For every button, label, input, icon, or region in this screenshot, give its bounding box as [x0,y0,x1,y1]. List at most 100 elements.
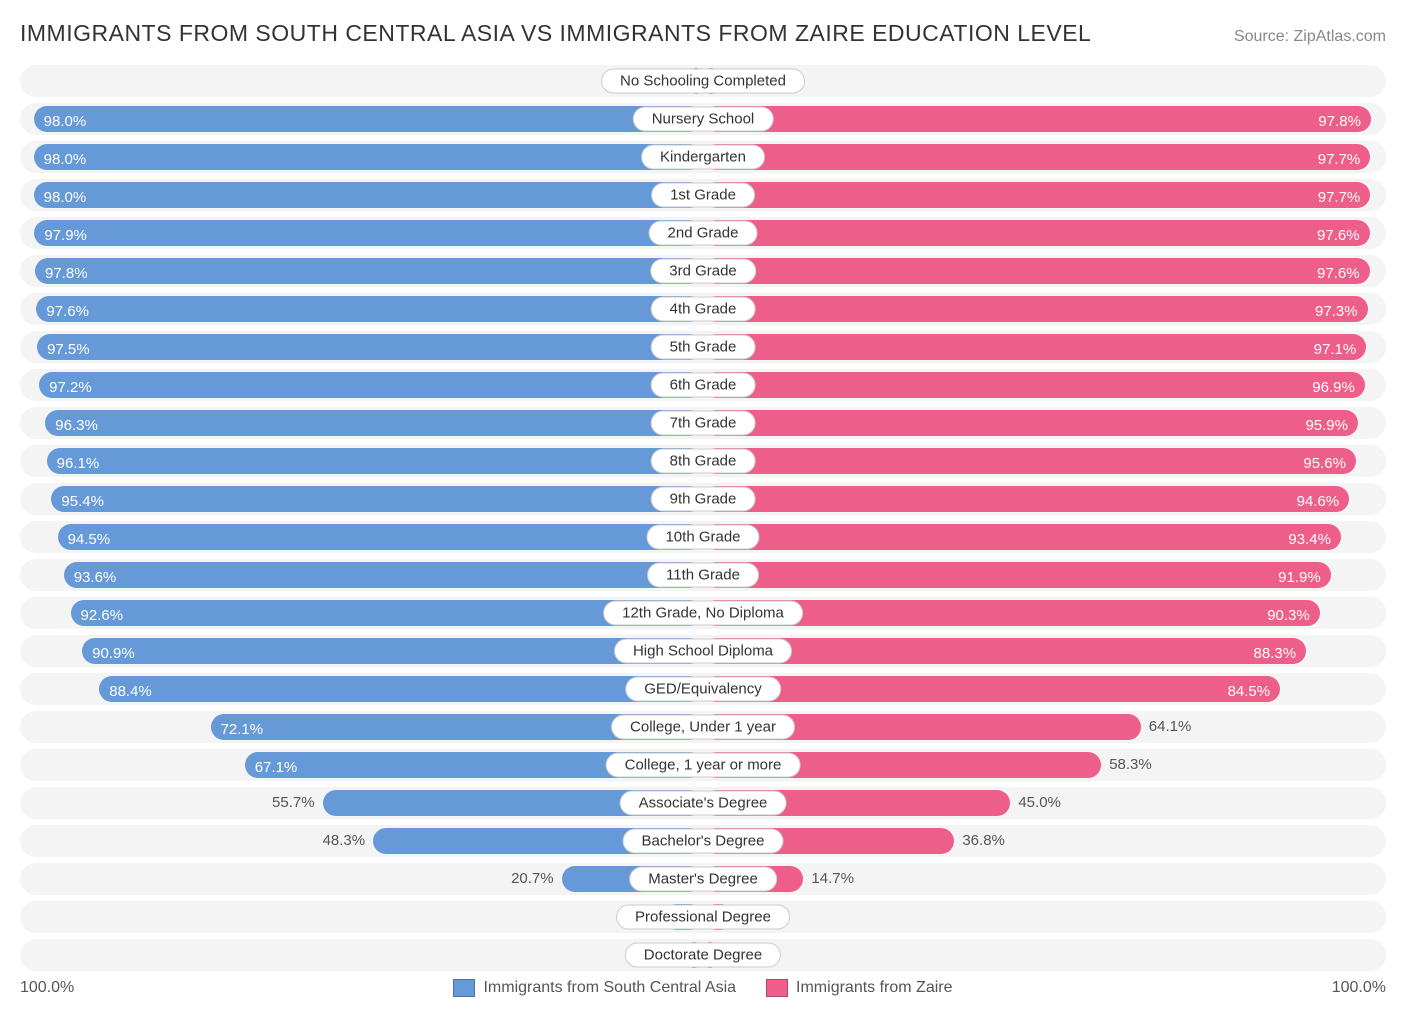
pct-label-left: 96.3% [55,410,98,442]
pct-label-right: 94.6% [1297,486,1340,518]
pct-label-right: 58.3% [1109,749,1152,781]
pct-label-right: 88.3% [1254,638,1297,670]
chart-row: 88.4%84.5%GED/Equivalency [20,673,1386,705]
chart-row: 97.5%97.1%5th Grade [20,331,1386,363]
chart-row: 2.6%2.0%Doctorate Degree [20,939,1386,971]
category-label: High School Diploma [614,639,792,664]
category-label: No Schooling Completed [601,69,805,94]
pct-label-left: 88.4% [109,676,152,708]
pct-label-left: 48.3% [323,825,366,857]
pct-label-right: 97.3% [1315,296,1358,328]
category-label: 5th Grade [651,335,756,360]
pct-label-right: 97.1% [1314,334,1357,366]
pct-label-right: 36.8% [962,825,1005,857]
chart-title: IMMIGRANTS FROM SOUTH CENTRAL ASIA VS IM… [20,20,1091,47]
pct-label-right: 14.7% [811,863,854,895]
pct-label-left: 98.0% [44,144,87,176]
pct-label-left: 96.1% [57,448,100,480]
bar-right: 97.1% [703,334,1366,360]
bar-right: 97.7% [703,144,1370,170]
pct-label-right: 64.1% [1149,711,1192,743]
legend-label-right: Immigrants from Zaire [796,979,952,997]
chart-row: 5.9%4.5%Professional Degree [20,901,1386,933]
pct-label-left: 97.2% [49,372,92,404]
pct-label-right: 90.3% [1267,600,1310,632]
legend-swatch-right [766,979,788,997]
chart-row: 97.9% 97.6%2nd Grade [20,217,1386,249]
bar-left: 95.4% [51,486,703,512]
pct-label-left: 97.5% [47,334,90,366]
bar-right: 84.5% [703,676,1280,702]
pct-label-right: 95.9% [1305,410,1348,442]
bar-left: 97.6% [36,296,703,322]
bar-right: 96.9% [703,372,1365,398]
pct-label-right: 45.0% [1018,787,1061,819]
pct-label-left: 97.8% [45,258,88,290]
axis-max-left: 100.0% [20,979,100,997]
chart-row: 98.0% 97.7%Kindergarten [20,141,1386,173]
pct-label-right: 93.4% [1288,524,1331,556]
bar-right: 97.3% [703,296,1368,322]
category-label: Kindergarten [641,145,765,170]
bar-right: 97.6% [703,258,1370,284]
chart-footer: 100.0% Immigrants from South Central Asi… [20,979,1386,997]
pct-label-left: 94.5% [68,524,111,556]
bar-right: 94.6% [703,486,1349,512]
category-label: Associate's Degree [620,791,787,816]
pct-label-left: 20.7% [511,863,554,895]
category-label: 4th Grade [651,297,756,322]
chart-row: 2.0%2.3%No Schooling Completed [20,65,1386,97]
pct-label-left: 97.6% [46,296,89,328]
bar-right: 97.7% [703,182,1370,208]
chart-row: 55.7%45.0%Associate's Degree [20,787,1386,819]
chart-row: 96.1%95.6%8th Grade [20,445,1386,477]
chart-row: 72.1%64.1%College, Under 1 year [20,711,1386,743]
pct-label-right: 97.6% [1317,258,1360,290]
category-label: 3rd Grade [650,259,756,284]
bar-left: 94.5% [58,524,703,550]
category-label: 6th Grade [651,373,756,398]
pct-label-left: 72.1% [221,714,264,746]
chart-header: IMMIGRANTS FROM SOUTH CENTRAL ASIA VS IM… [20,20,1386,47]
diverging-bar-chart: 2.0%2.3%No Schooling Completed98.0%97.8%… [20,65,1386,971]
bar-left: 98.0% [34,106,703,132]
chart-row: 90.9%88.3%High School Diploma [20,635,1386,667]
bar-right: 95.9% [703,410,1358,436]
legend: Immigrants from South Central Asia Immig… [453,979,952,997]
category-label: 11th Grade [647,563,759,588]
category-label: 12th Grade, No Diploma [603,601,803,626]
category-label: Nursery School [633,107,774,132]
category-label: Master's Degree [629,867,777,892]
bar-right: 97.6% [703,220,1370,246]
bar-left: 97.8% [35,258,703,284]
chart-row: 97.2% 96.9%6th Grade [20,369,1386,401]
pct-label-left: 90.9% [92,638,135,670]
bar-left: 88.4% [99,676,703,702]
chart-row: 97.8%97.6%3rd Grade [20,255,1386,287]
bar-left: 98.0% [34,182,703,208]
pct-label-left: 93.6% [74,562,117,594]
pct-label-left: 92.6% [81,600,124,632]
bar-right: 88.3% [703,638,1306,664]
category-label: 2nd Grade [649,221,758,246]
category-label: Professional Degree [616,905,790,930]
pct-label-left: 97.9% [44,220,87,252]
pct-label-right: 95.6% [1303,448,1346,480]
bar-left: 96.1% [47,448,703,474]
chart-row: 94.5% 93.4% 10th Grade [20,521,1386,553]
bar-right: 97.8% [703,106,1371,132]
source-label: Source: [1234,28,1289,45]
chart-row: 20.7% 14.7% Master's Degree [20,863,1386,895]
category-label: 10th Grade [646,525,759,550]
category-label: 7th Grade [651,411,756,436]
category-label: 9th Grade [651,487,756,512]
category-label: Bachelor's Degree [623,829,784,854]
chart-row: 98.0%97.8%Nursery School [20,103,1386,135]
pct-label-left: 67.1% [255,752,298,784]
pct-label-left: 95.4% [61,486,104,518]
legend-item-left: Immigrants from South Central Asia [453,979,736,997]
chart-row: 92.6% 90.3% 12th Grade, No Diploma [20,597,1386,629]
legend-item-right: Immigrants from Zaire [766,979,952,997]
source-site: ZipAtlas.com [1294,28,1386,45]
chart-row: 96.3%95.9%7th Grade [20,407,1386,439]
